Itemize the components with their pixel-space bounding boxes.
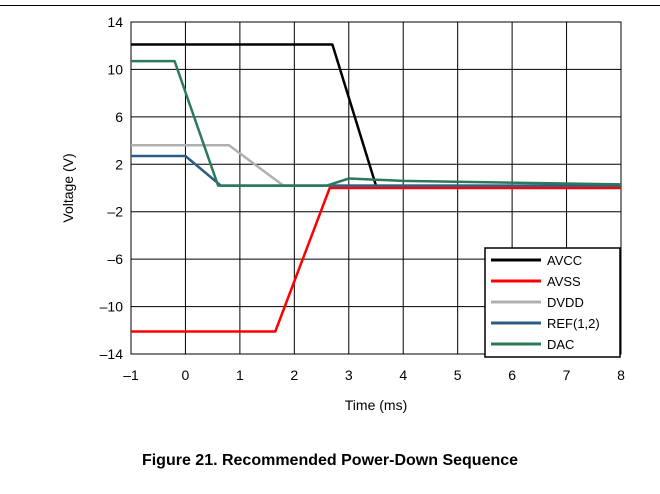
x-tick-label: –1	[123, 367, 139, 383]
x-tick-label: 0	[182, 367, 190, 383]
y-tick-label: 2	[115, 156, 123, 172]
y-tick-label: –14	[100, 346, 124, 362]
y-tick-label: 10	[107, 61, 123, 77]
x-tick-label: 5	[454, 367, 462, 383]
y-tick-label: 6	[115, 109, 123, 125]
x-tick-label: 4	[399, 367, 407, 383]
x-tick-label: 1	[236, 367, 244, 383]
legend-label: AVCC	[547, 253, 582, 268]
y-tick-label: 14	[107, 14, 123, 30]
x-tick-label: 8	[617, 367, 625, 383]
y-tick-label: –10	[100, 299, 124, 315]
x-axis-title: Time (ms)	[345, 397, 407, 413]
figure-caption: Figure 21. Recommended Power-Down Sequen…	[141, 452, 519, 469]
y-axis-title: Voltage (V)	[60, 153, 76, 222]
series-line-dac	[131, 59, 622, 187]
legend-label: REF(1,2)	[547, 316, 600, 331]
series-line-ref-1-2	[131, 154, 621, 187]
legend-label: DAC	[547, 337, 574, 352]
top-rule	[0, 5, 660, 6]
y-tick-label: –2	[107, 204, 123, 220]
y-tick-label: –6	[107, 251, 123, 267]
x-tick-label: 3	[345, 367, 353, 383]
legend-label: DVDD	[547, 295, 584, 310]
legend-label: AVSS	[547, 274, 581, 289]
x-tick-label: 7	[563, 367, 571, 383]
series-line-avss	[131, 186, 621, 333]
x-tick-label: 2	[290, 367, 298, 383]
x-tick-label: 6	[508, 367, 516, 383]
legend: AVCC AVSS DVDD REF(1,2) DAC	[484, 247, 621, 358]
